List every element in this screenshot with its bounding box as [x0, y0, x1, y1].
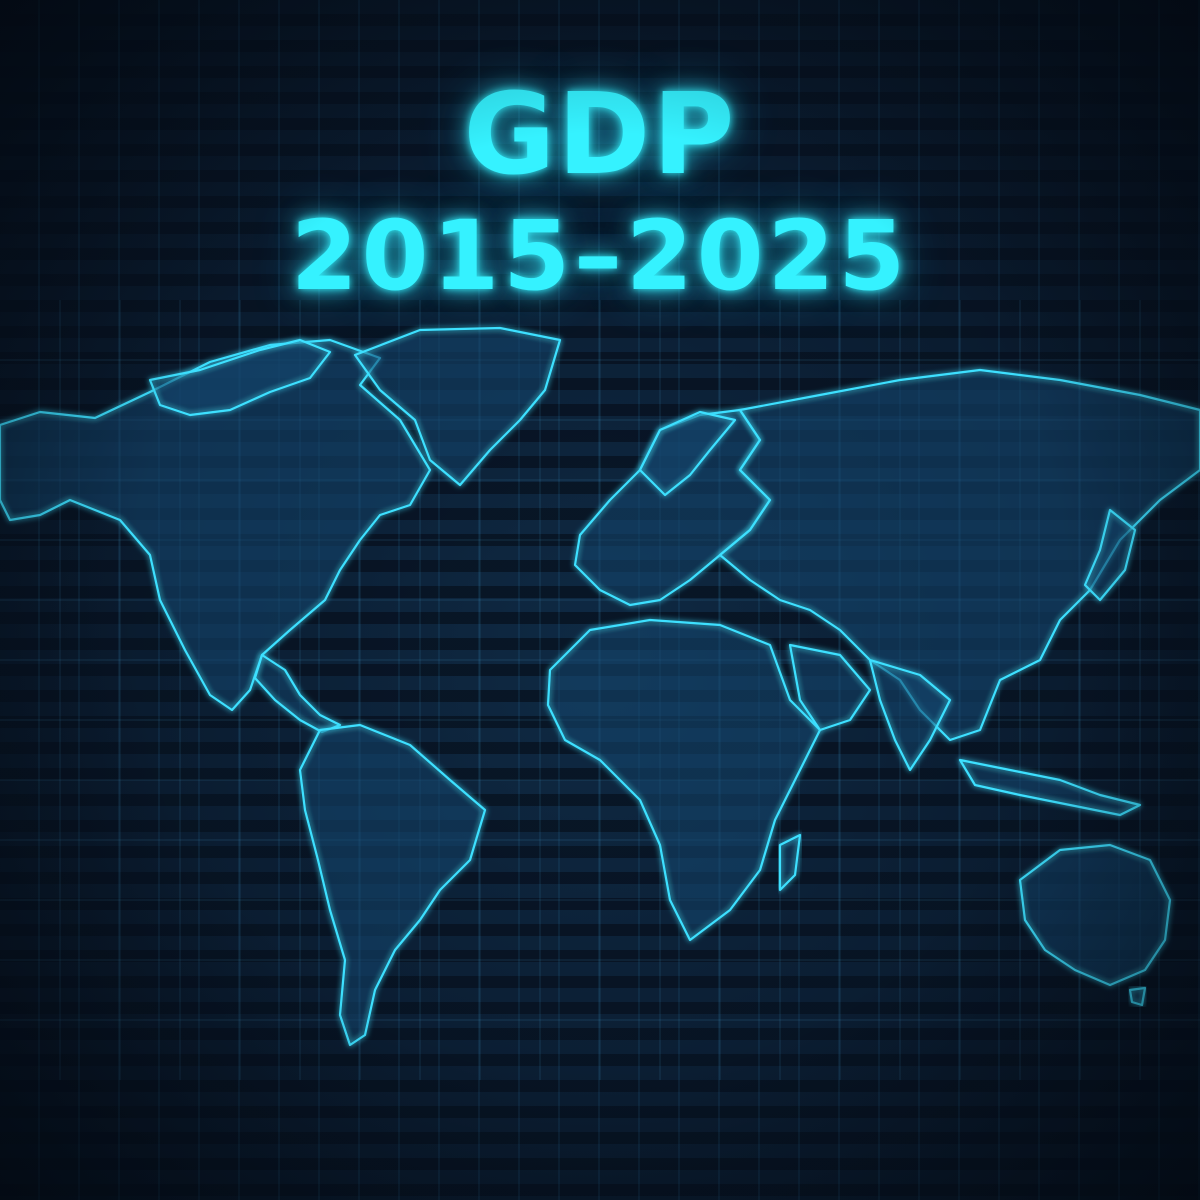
- australia-outline: [1018, 843, 1172, 987]
- south-america-outline: [298, 723, 487, 1047]
- tasmania-outline: [1128, 986, 1147, 1007]
- world-map-icon: [0, 300, 1200, 1080]
- indonesia-outline: [958, 758, 1142, 817]
- title-year-range: 2015–2025: [290, 200, 910, 312]
- title-gdp: GDP: [463, 70, 737, 200]
- madagascar-outline: [778, 833, 802, 892]
